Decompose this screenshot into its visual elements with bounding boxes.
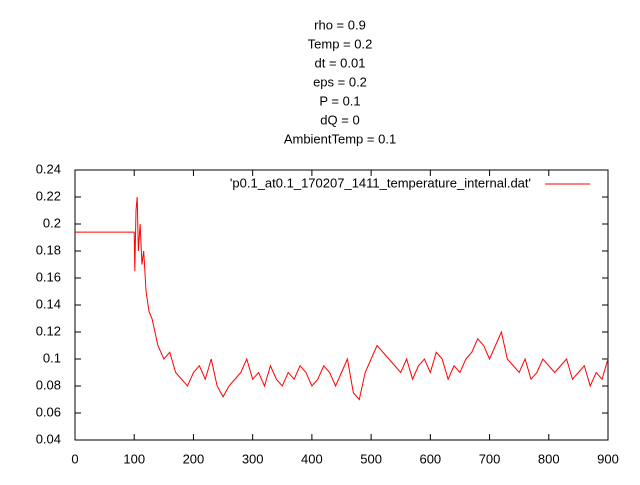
y-tick-label: 0.12	[36, 323, 61, 338]
y-tick-label: 0.1	[43, 350, 61, 365]
chart-title: dt = 0.01	[315, 55, 366, 70]
chart-title: rho = 0.9	[314, 17, 366, 32]
x-tick-label: 700	[479, 451, 501, 466]
y-tick-label: 0.24	[36, 161, 61, 176]
y-tick-label: 0.04	[36, 431, 61, 446]
y-tick-label: 0.08	[36, 377, 61, 392]
chart-title: AmbientTemp = 0.1	[284, 131, 396, 146]
x-tick-label: 100	[123, 451, 145, 466]
chart-title: Temp = 0.2	[308, 36, 373, 51]
data-line	[75, 196, 609, 401]
x-tick-label: 400	[301, 451, 323, 466]
y-tick-label: 0.16	[36, 269, 61, 284]
y-tick-label: 0.14	[36, 296, 61, 311]
legend-label: 'p0.1_at0.1_170207_1411_temperature_inte…	[230, 175, 531, 190]
x-tick-label: 300	[242, 451, 264, 466]
chart-title: P = 0.1	[319, 93, 360, 108]
y-tick-label: 0.06	[36, 404, 61, 419]
chart-title: dQ = 0	[320, 112, 359, 127]
x-tick-label: 500	[360, 451, 382, 466]
chart-title: eps = 0.2	[313, 74, 367, 89]
x-tick-label: 200	[183, 451, 205, 466]
y-tick-label: 0.18	[36, 242, 61, 257]
x-tick-label: 900	[597, 451, 619, 466]
x-tick-label: 0	[71, 451, 78, 466]
y-tick-label: 0.2	[43, 215, 61, 230]
y-tick-label: 0.22	[36, 188, 61, 203]
x-tick-label: 600	[419, 451, 441, 466]
plot-frame	[74, 169, 609, 441]
x-tick-label: 800	[538, 451, 560, 466]
